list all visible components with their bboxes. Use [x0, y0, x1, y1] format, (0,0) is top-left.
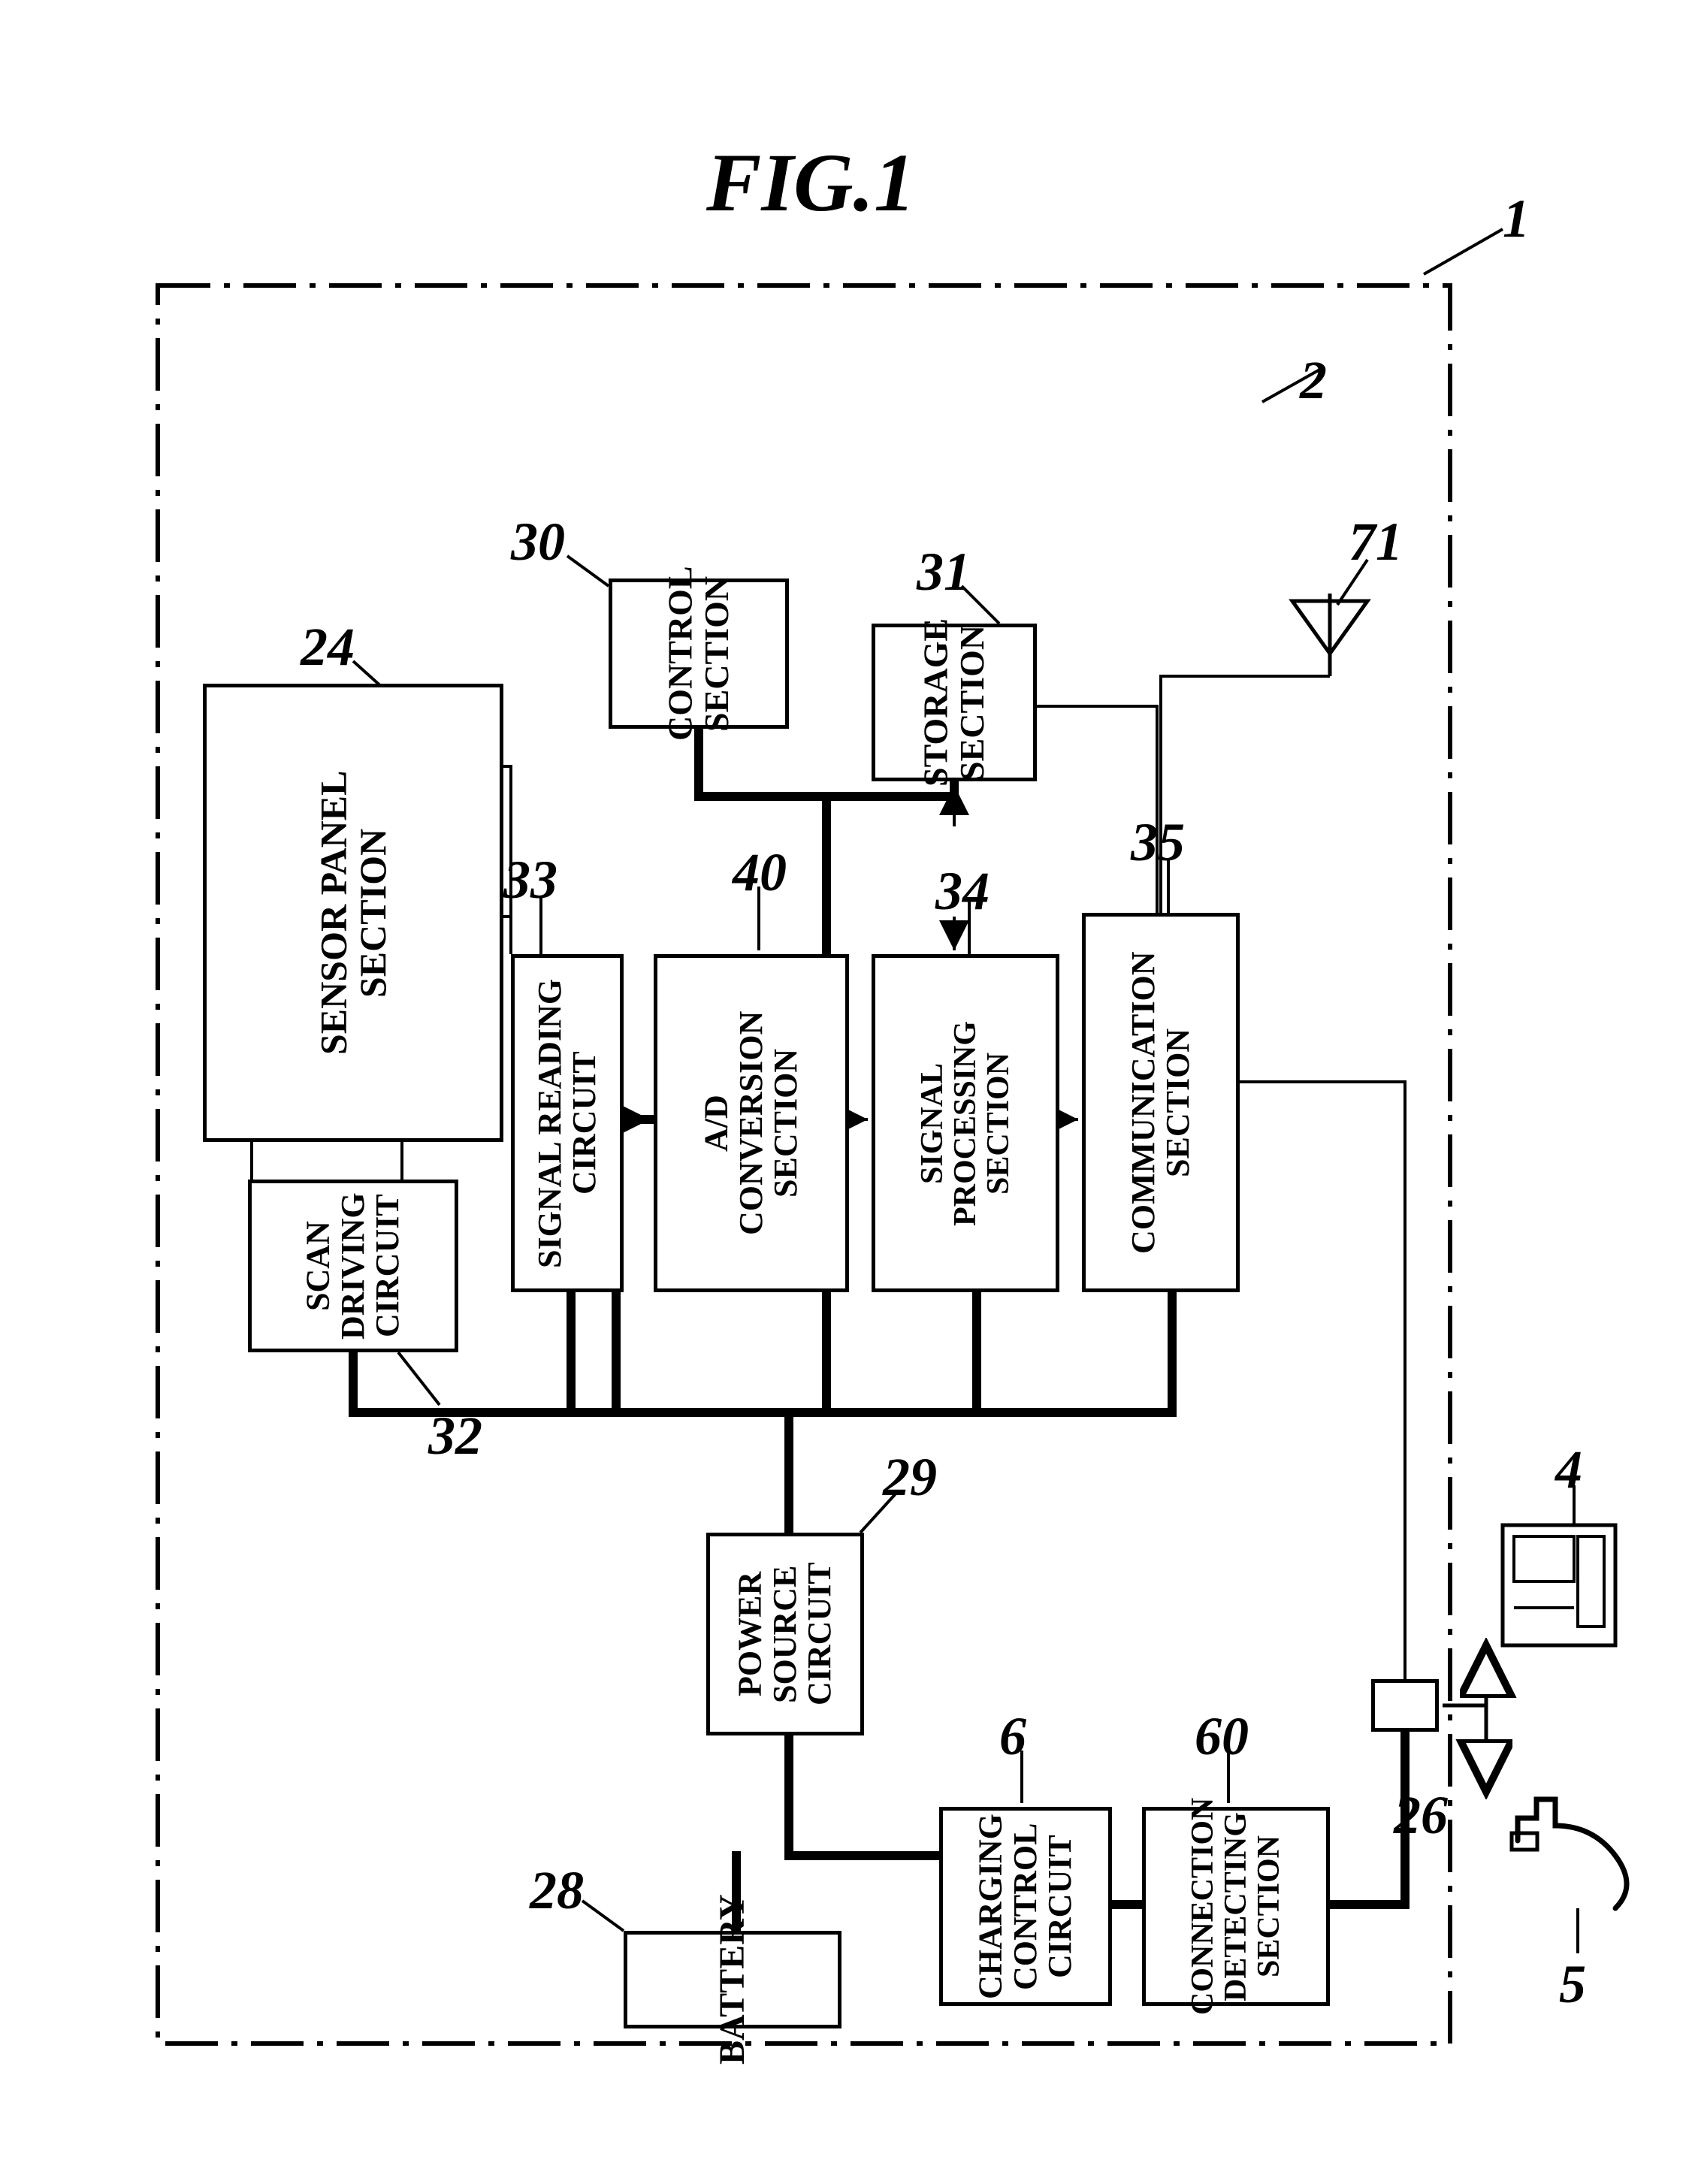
ref-33: 33 — [503, 849, 557, 911]
ref-34: 34 — [935, 860, 990, 923]
ref-60: 60 — [1195, 1705, 1249, 1768]
ref-30: 30 — [511, 511, 565, 573]
ref-35: 35 — [1131, 811, 1185, 874]
ad-conversion-block: A/DCONVERSIONSECTION — [654, 954, 849, 1292]
connection-detecting-block: CONNECTIONDETECTINGSECTION — [1142, 1807, 1330, 2006]
ref-5: 5 — [1559, 1953, 1586, 2016]
storage-block: STORAGESECTION — [872, 624, 1037, 781]
scan-driving-block: SCAN DRIVINGCIRCUIT — [248, 1180, 458, 1352]
cable-icon — [1512, 1799, 1627, 1908]
power-source-block: POWERSOURCECIRCUIT — [706, 1533, 864, 1735]
control-block: CONTROLSECTION — [609, 578, 789, 729]
ref-4: 4 — [1555, 1439, 1582, 1501]
antenna-icon — [1292, 594, 1367, 676]
ref-6: 6 — [999, 1705, 1026, 1768]
ref-71: 71 — [1349, 511, 1403, 573]
connector-block — [1371, 1679, 1439, 1732]
signal-processing-block: SIGNALPROCESSINGSECTION — [872, 954, 1059, 1292]
ref-32: 32 — [428, 1405, 482, 1467]
ref-26: 26 — [1394, 1784, 1448, 1847]
ref-28: 28 — [530, 1859, 584, 1922]
ref-29: 29 — [883, 1446, 937, 1509]
figure-title: FIG.1 — [706, 135, 915, 231]
ref-24: 24 — [301, 616, 355, 678]
ref-1: 1 — [1503, 188, 1530, 250]
external-arrows — [1443, 1653, 1486, 1784]
sensor-panel-block: SENSOR PANELSECTION — [203, 684, 503, 1142]
ref-40: 40 — [733, 841, 787, 904]
ref-2: 2 — [1300, 349, 1327, 412]
console-icon — [1503, 1525, 1615, 1645]
battery-block: BATTERY — [624, 1931, 841, 2028]
charging-control-block: CHARGINGCONTROLCIRCUIT — [939, 1807, 1112, 2006]
communication-block: COMMUNICATIONSECTION — [1082, 913, 1240, 1292]
ref-31: 31 — [917, 541, 971, 603]
diagram-canvas: FIG.1 — [0, 0, 1689, 2184]
signal-reading-block: SIGNAL READINGCIRCUIT — [511, 954, 624, 1292]
